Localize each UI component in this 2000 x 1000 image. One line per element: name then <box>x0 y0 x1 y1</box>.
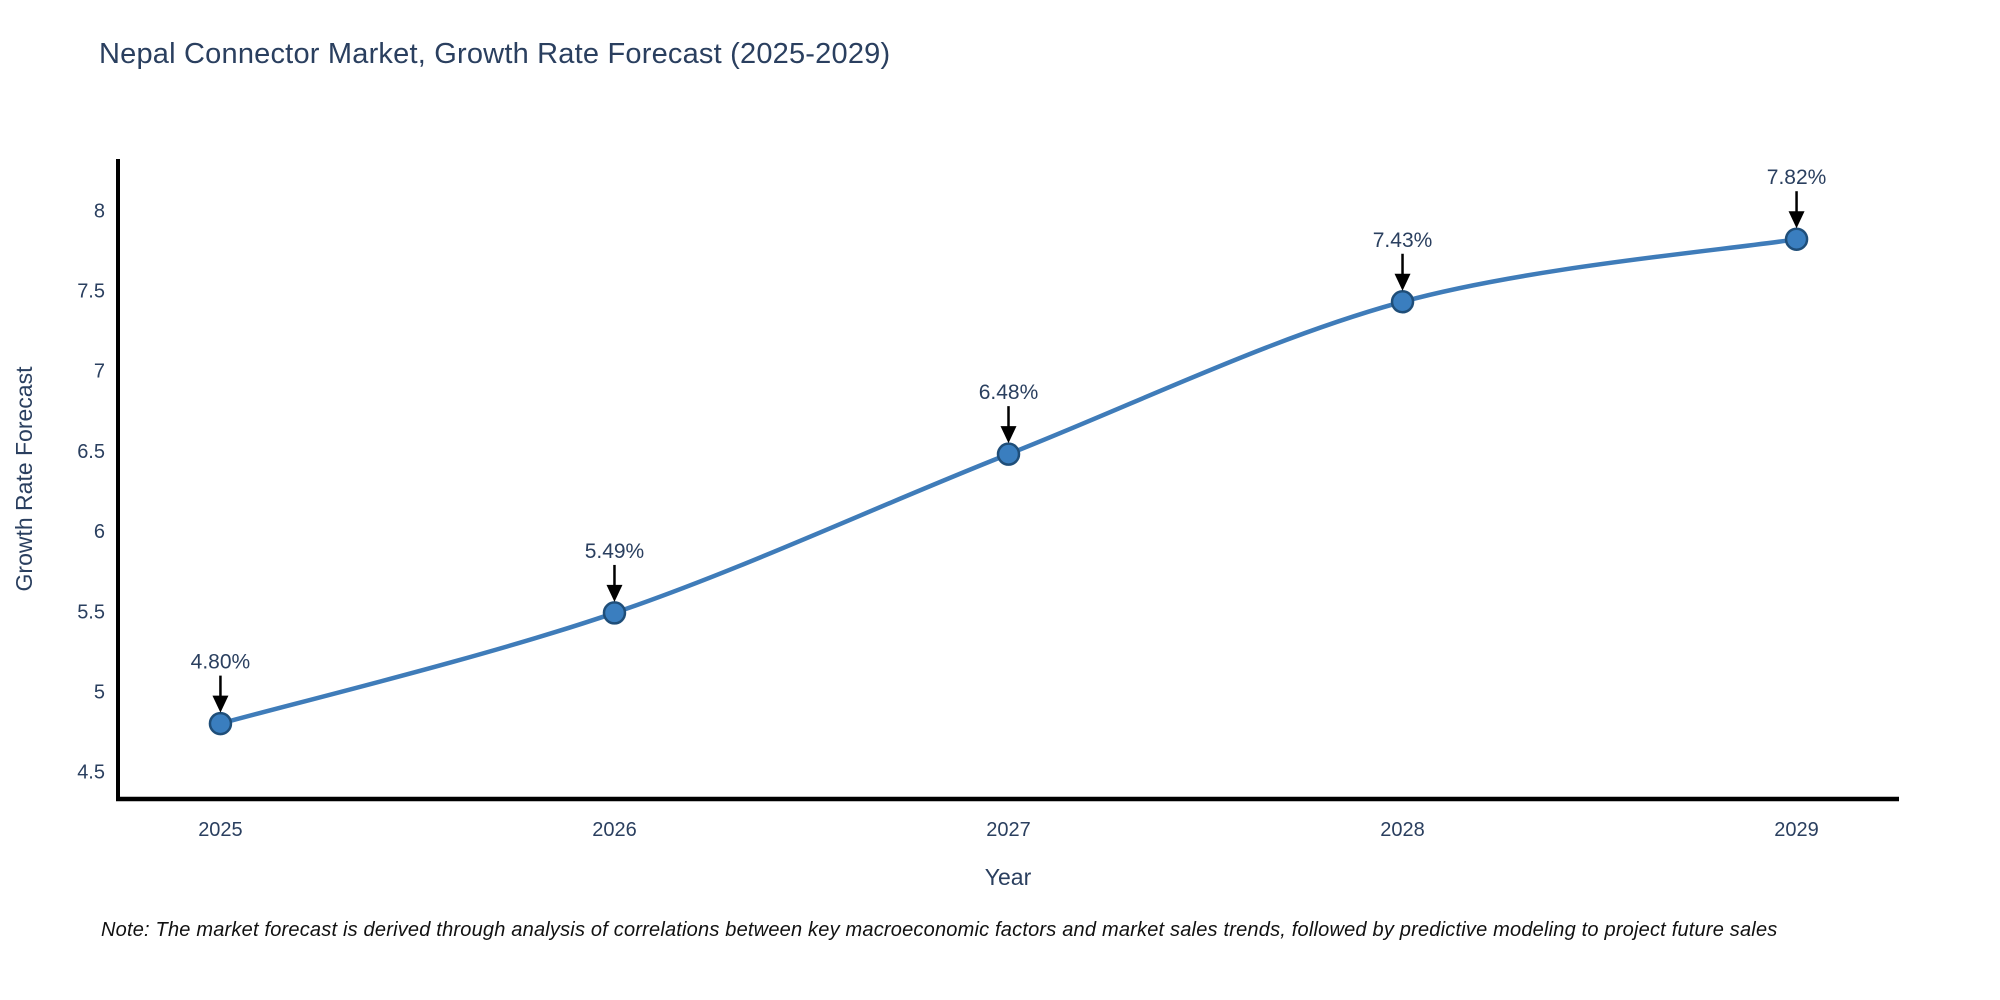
annotation-arrow-head <box>1788 211 1805 229</box>
data-point-2029[interactable] <box>1784 227 1809 251</box>
y-tick-label: 5 <box>94 682 105 704</box>
x-tick-label: 2029 <box>1774 819 1819 841</box>
annotation-arrow-head <box>1000 426 1017 444</box>
x-tick-label: 2028 <box>1380 819 1425 841</box>
point-value-label: 7.82% <box>1767 166 1827 189</box>
data-point-2025[interactable] <box>208 711 233 736</box>
point-value-label: 7.43% <box>1373 229 1433 252</box>
y-tick-label: 6.5 <box>77 441 105 463</box>
annotation-arrow-head <box>1394 273 1411 291</box>
y-tick-label: 8 <box>94 200 105 222</box>
x-tick-label: 2025 <box>198 819 243 841</box>
y-tick-label: 4.5 <box>77 762 105 784</box>
point-value-label: 6.48% <box>979 381 1039 404</box>
footnote: Note: The market forecast is derived thr… <box>101 919 1778 941</box>
x-axis-title: Year <box>985 864 1032 890</box>
point-value-label: 4.80% <box>191 651 251 674</box>
y-tick-label: 6 <box>94 521 105 543</box>
trend-line <box>218 236 1799 726</box>
x-tick-label: 2026 <box>592 819 637 841</box>
y-axis-title: Growth Rate Forecast <box>11 366 37 592</box>
chart-title: Nepal Connector Market, Growth Rate Fore… <box>99 38 891 70</box>
data-point-2027[interactable] <box>996 442 1021 466</box>
data-point-2028[interactable] <box>1390 290 1415 314</box>
y-tick-label: 7 <box>94 361 105 383</box>
point-value-label: 5.49% <box>585 540 645 563</box>
annotation-arrow-head <box>212 695 229 713</box>
annotation-arrow-head <box>606 584 623 602</box>
y-tick-label: 7.5 <box>77 281 105 303</box>
data-point-2026[interactable] <box>602 601 627 625</box>
x-tick-label: 2027 <box>986 819 1031 841</box>
y-tick-label: 5.5 <box>77 601 105 623</box>
plot-area: 4.5 5 5.5 6 6.5 7 7.5 8 2025 2026 2027 2028 2029 4.80… <box>77 166 1826 841</box>
